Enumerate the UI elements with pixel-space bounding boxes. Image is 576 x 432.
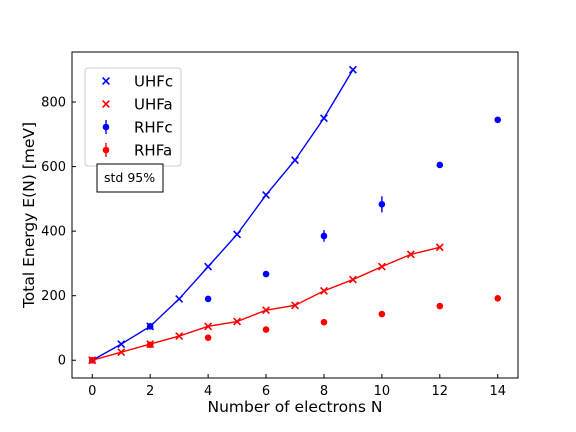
point-uhfa: [406, 250, 415, 259]
point-rhfc: [436, 161, 444, 169]
legend-label-uhfa: UHFa: [134, 96, 173, 114]
plot-area: [88, 65, 502, 365]
point-uhfc: [175, 294, 184, 303]
point-uhfa: [377, 262, 386, 271]
point-uhfc: [319, 114, 328, 123]
point-rhfa: [320, 318, 328, 326]
point-rhfa: [262, 326, 270, 333]
legend: UHFc UHFa RHFc RHFa: [84, 67, 182, 167]
annotation-frame: [96, 163, 164, 193]
point-rhfa: [378, 310, 386, 318]
point-uhfa: [262, 306, 271, 315]
x-tick-label: 8: [320, 384, 328, 399]
point-rhfa: [494, 294, 502, 302]
point-rhfc: [262, 270, 270, 278]
point-uhfc: [262, 191, 271, 199]
x-tick-label: 0: [88, 384, 96, 399]
point-rhfa: [88, 356, 96, 364]
point-uhfc: [233, 230, 242, 239]
plot-frame: [71, 51, 519, 379]
point-rhfa: [204, 334, 212, 341]
x-tick-label: 10: [374, 384, 391, 399]
x-tick-label: 12: [432, 384, 449, 399]
point-rhfc: [320, 232, 328, 240]
point-rhfc: [378, 201, 386, 208]
point-uhfa: [291, 301, 299, 310]
y-tick-label: 800: [41, 96, 66, 111]
point-uhfa: [319, 286, 328, 295]
point-rhfa: [436, 302, 444, 310]
legend-marker-rhfa: [102, 146, 110, 154]
legend-label-rhfc: RHFc: [134, 119, 173, 137]
legend-marker-uhfa: [102, 100, 110, 108]
point-uhfc: [117, 340, 126, 349]
point-uhfa: [233, 317, 242, 326]
point-rhfc: [146, 323, 154, 330]
x-axis-label: Number of electrons N: [208, 398, 383, 416]
point-rhfc: [494, 116, 502, 124]
point-uhfa: [175, 332, 184, 341]
y-tick-label: 400: [41, 225, 66, 240]
x-tick-label: 6: [262, 384, 270, 399]
x-tick-label: 14: [489, 384, 506, 399]
point-uhfc: [348, 65, 357, 74]
point-uhfa: [435, 243, 444, 252]
point-uhfa: [204, 322, 213, 331]
legend-label-rhfa: RHFa: [134, 142, 172, 160]
point-uhfa: [348, 275, 357, 284]
annotation-box: std 95%: [96, 163, 164, 193]
legend-marker-uhfc: [102, 77, 110, 85]
series-line-uhfc: [91, 69, 354, 361]
point-uhfa: [117, 348, 126, 357]
annotation-text: std 95%: [104, 170, 155, 185]
y-tick-label: 600: [41, 160, 66, 175]
point-uhfc: [291, 156, 299, 165]
point-uhfc: [204, 262, 213, 271]
x-tick-label: 2: [146, 384, 154, 399]
x-tick-label: 4: [204, 384, 212, 399]
legend-marker-rhfc: [102, 123, 110, 131]
y-axis: 0 200 400 600 800: [41, 96, 76, 369]
y-tick-label: 200: [41, 289, 66, 304]
legend-label-uhfc: UHFc: [134, 73, 173, 91]
point-rhfc: [204, 295, 212, 303]
point-rhfa: [146, 341, 154, 349]
y-tick-label: 0: [58, 354, 66, 369]
x-axis: 0 2 4 6 8 10 12 14: [88, 374, 506, 399]
y-axis-label: Total Energy E(N) [meV]: [20, 122, 38, 309]
